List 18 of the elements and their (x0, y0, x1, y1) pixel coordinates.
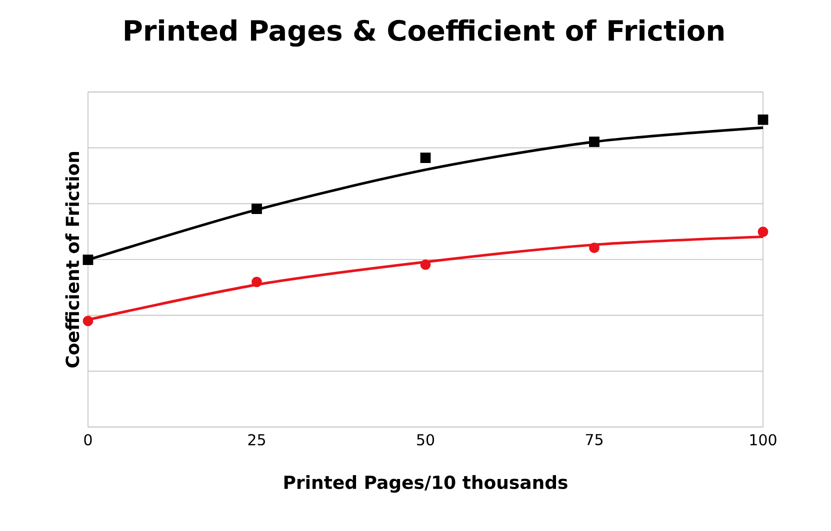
x-tick-label: 75 (586, 434, 602, 446)
point (758, 226, 768, 238)
x-axis-title: Printed Pages/10 thousands (284, 475, 568, 493)
x-tick-label: 100 (750, 434, 776, 446)
point (252, 276, 262, 288)
point (82, 316, 94, 326)
x-tick-label: 0 (84, 434, 92, 446)
point (420, 260, 431, 270)
point (758, 114, 768, 125)
y-axis-title: Coefficient of Friction (65, 152, 80, 368)
x-tick-label: 50 (417, 434, 434, 446)
point (252, 204, 262, 214)
point (589, 136, 600, 147)
point (589, 242, 600, 254)
chart-title: Printed Pages & Coefficient of Friction (124, 19, 724, 47)
point (82, 254, 94, 266)
point (420, 152, 431, 163)
x-tick-label: 25 (248, 434, 265, 446)
